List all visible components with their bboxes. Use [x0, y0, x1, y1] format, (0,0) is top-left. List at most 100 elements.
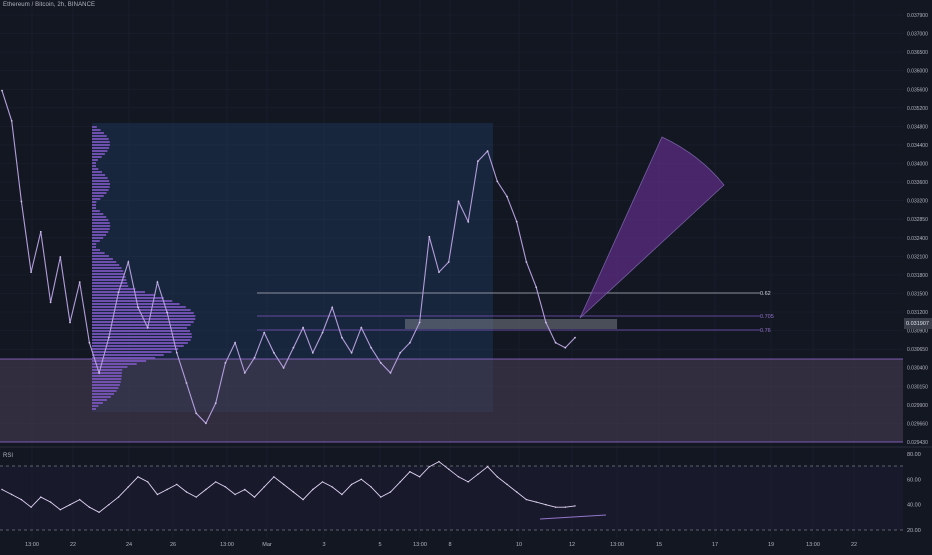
price-point: [234, 341, 237, 344]
price-tick-label: 0.031800: [907, 273, 928, 279]
volume-profile-bar: [92, 186, 110, 188]
price-point: [98, 372, 100, 374]
time-tick-label: 26: [170, 542, 176, 548]
time-tick-label: 15: [656, 542, 662, 548]
price-axis[interactable]: 0.037900 0.037000 0.036500 0.036000 0.035600…: [907, 13, 928, 446]
rsi-point: [399, 481, 401, 483]
rsi-point: [321, 481, 324, 483]
rsi-point: [428, 466, 430, 468]
price-point: [166, 311, 169, 314]
volume-profile-bar: [92, 159, 98, 161]
volume-profile-bar: [92, 216, 107, 218]
rsi-point: [156, 493, 159, 496]
volume-profile-bar: [92, 402, 103, 404]
time-axis[interactable]: 13:00 22 24 26 13:00 Mar 3 5 13:00 8 10 12 13:00 15 17…: [25, 542, 857, 548]
price-point: [525, 261, 528, 263]
rsi-point: [30, 506, 32, 508]
volume-profile-bar: [92, 294, 155, 296]
price-point: [506, 195, 508, 198]
volume-profile-bar: [92, 228, 110, 230]
time-tick-label: 13:00: [610, 542, 624, 548]
volume-profile-bar: [92, 246, 96, 248]
volume-profile: [92, 126, 196, 410]
price-point: [311, 351, 314, 354]
volume-profile-bar: [92, 387, 119, 389]
volume-profile-bar: [92, 189, 109, 191]
volume-profile-bar: [92, 309, 191, 311]
rsi-point: [234, 493, 236, 496]
rsi-point: [506, 483, 508, 486]
rsi-point: [312, 488, 314, 491]
time-tick-label: 10: [516, 542, 522, 548]
volume-profile-bar: [92, 183, 110, 185]
time-tick-label: 12: [569, 542, 575, 548]
volume-profile-bar: [92, 351, 172, 353]
rsi-point: [263, 486, 265, 488]
volume-profile-bar: [92, 303, 180, 305]
rsi-point: [69, 504, 71, 506]
price-tick-label: 0.031500: [907, 291, 928, 297]
rsi-point: [215, 481, 217, 483]
price-point: [574, 336, 576, 339]
rsi-point: [59, 509, 61, 511]
price-point: [107, 336, 110, 339]
volume-profile-bar: [92, 348, 179, 350]
current-price-tag: [904, 318, 932, 329]
rsi-point: [127, 486, 129, 488]
volume-profile-bar: [92, 222, 110, 224]
rsi-divergence-line[interactable]: [539, 514, 607, 520]
time-tick-label: 13:00: [806, 542, 820, 548]
price-tick-label: 0.036500: [907, 50, 928, 56]
volume-profile-bar: [92, 297, 164, 299]
volume-profile-bar: [92, 270, 124, 272]
volume-profile-bar: [92, 177, 108, 179]
volume-profile-bar: [92, 336, 192, 338]
volume-profile-bar: [92, 300, 173, 302]
price-point: [350, 351, 353, 354]
price-point: [39, 230, 42, 233]
rsi-point: [350, 483, 353, 486]
price-point: [117, 291, 120, 294]
volume-profile-bar: [92, 321, 194, 323]
time-tick-label: 3: [322, 542, 325, 548]
rsi-point: [244, 488, 246, 491]
rsi-point: [147, 481, 149, 483]
volume-profile-bar: [92, 261, 117, 263]
price-point: [137, 306, 139, 309]
rsi-axis[interactable]: 80.00 60.00 40.00 20.00: [907, 452, 921, 534]
rsi-point: [535, 501, 537, 503]
entry-zone[interactable]: [405, 319, 617, 329]
time-tick-label: 13:00: [413, 542, 427, 548]
price-tick-label: 0.035200: [907, 106, 928, 112]
volume-profile-bar: [92, 315, 196, 317]
rsi-tick-label: 60.00: [907, 477, 921, 483]
volume-profile-bar: [92, 354, 164, 356]
volume-profile-bar: [92, 312, 194, 314]
rsi-band-fill: [0, 466, 903, 530]
rsi-point: [137, 476, 139, 478]
volume-profile-bar: [92, 231, 109, 233]
volume-profile-bar: [92, 342, 188, 344]
volume-profile-bar: [92, 132, 104, 134]
support-zone[interactable]: [0, 359, 903, 442]
rsi-point: [1, 488, 3, 491]
rsi-point: [448, 468, 450, 470]
volume-profile-bar: [92, 285, 129, 287]
price-point: [175, 351, 178, 354]
rsi-point: [525, 498, 528, 501]
price-point: [428, 235, 431, 238]
volume-profile-bar: [92, 129, 101, 131]
price-point: [370, 346, 372, 349]
projection-fan[interactable]: [579, 136, 725, 319]
rsi-point: [516, 491, 518, 493]
price-point: [224, 362, 227, 364]
volume-profile-bar: [92, 162, 96, 164]
rsi-point: [331, 486, 333, 488]
volume-profile-bar: [92, 279, 127, 281]
price-point: [127, 261, 130, 263]
rsi-point: [205, 488, 207, 491]
price-point: [292, 346, 295, 349]
rsi-point: [20, 498, 23, 501]
